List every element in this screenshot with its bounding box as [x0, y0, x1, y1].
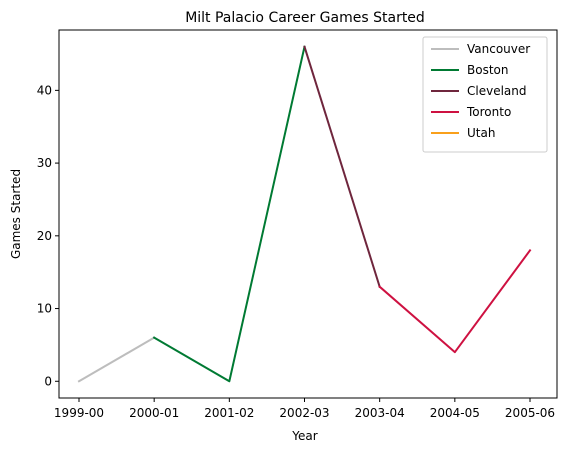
series-line-boston: [152, 45, 306, 383]
series-line-toronto: [378, 248, 532, 354]
series-layer: [77, 45, 532, 383]
legend-label: Utah: [467, 126, 495, 140]
series-line-vancouver: [77, 336, 156, 383]
y-tick-label: 40: [37, 83, 52, 97]
legend-box: [422, 36, 548, 153]
x-tick-label: 2005-06: [505, 406, 555, 420]
chart-title: Milt Palacio Career Games Started: [185, 10, 425, 26]
x-tick-label: 1999-00: [54, 406, 104, 420]
series-line-cleveland: [303, 45, 381, 288]
legend: Vancouver Boston Cleveland Toronto Utah: [422, 36, 548, 153]
y-tick-label: 20: [37, 229, 52, 243]
x-axis-label: Year: [291, 429, 317, 443]
x-tick-label: 2004-05: [430, 406, 480, 420]
plot-frame: [58, 29, 558, 399]
legend-label: Boston: [467, 63, 508, 77]
x-tick-label: 2000-01: [129, 406, 179, 420]
y-axis: 0 10 20 30 40: [37, 83, 59, 388]
legend-label: Cleveland: [467, 84, 527, 98]
x-axis: 1999-00 2000-01 2001-02 2002-03 2003-04 2004-…: [54, 398, 555, 420]
x-tick-label: 2002-03: [279, 406, 329, 420]
x-tick-label: 2001-02: [204, 406, 254, 420]
y-axis-label: Games Started: [9, 169, 23, 259]
y-tick-label: 10: [37, 302, 52, 316]
legend-label: Toronto: [466, 105, 511, 119]
x-tick-label: 2003-04: [355, 406, 405, 420]
y-tick-label: 0: [44, 374, 52, 388]
legend-label: Vancouver: [467, 42, 530, 56]
y-tick-label: 30: [37, 156, 52, 170]
